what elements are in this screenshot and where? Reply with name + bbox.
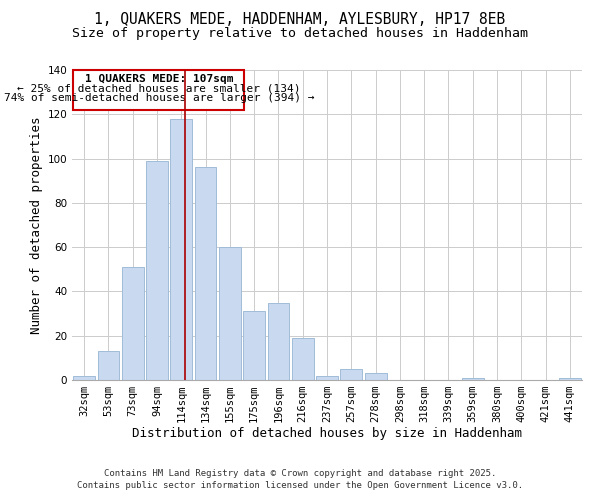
Bar [292,338,314,380]
Bar [73,376,95,380]
Text: 1 QUAKERS MEDE: 107sqm: 1 QUAKERS MEDE: 107sqm [85,74,233,84]
Text: Contains public sector information licensed under the Open Government Licence v3: Contains public sector information licen… [77,481,523,490]
FancyBboxPatch shape [73,70,244,110]
Text: 74% of semi-detached houses are larger (394) →: 74% of semi-detached houses are larger (… [4,92,314,102]
Bar [146,161,168,380]
Bar [97,351,119,380]
Bar [122,267,143,380]
Bar [340,369,362,380]
Bar [268,302,289,380]
X-axis label: Distribution of detached houses by size in Haddenham: Distribution of detached houses by size … [132,426,522,440]
Bar [170,118,192,380]
Text: 1, QUAKERS MEDE, HADDENHAM, AYLESBURY, HP17 8EB: 1, QUAKERS MEDE, HADDENHAM, AYLESBURY, H… [94,12,506,28]
Bar [559,378,581,380]
Bar [219,247,241,380]
Text: ← 25% of detached houses are smaller (134): ← 25% of detached houses are smaller (13… [17,84,301,94]
Text: Size of property relative to detached houses in Haddenham: Size of property relative to detached ho… [72,28,528,40]
Bar [462,378,484,380]
Text: Contains HM Land Registry data © Crown copyright and database right 2025.: Contains HM Land Registry data © Crown c… [104,468,496,477]
Bar [194,168,217,380]
Y-axis label: Number of detached properties: Number of detached properties [30,116,43,334]
Bar [243,312,265,380]
Bar [316,376,338,380]
Bar [365,374,386,380]
